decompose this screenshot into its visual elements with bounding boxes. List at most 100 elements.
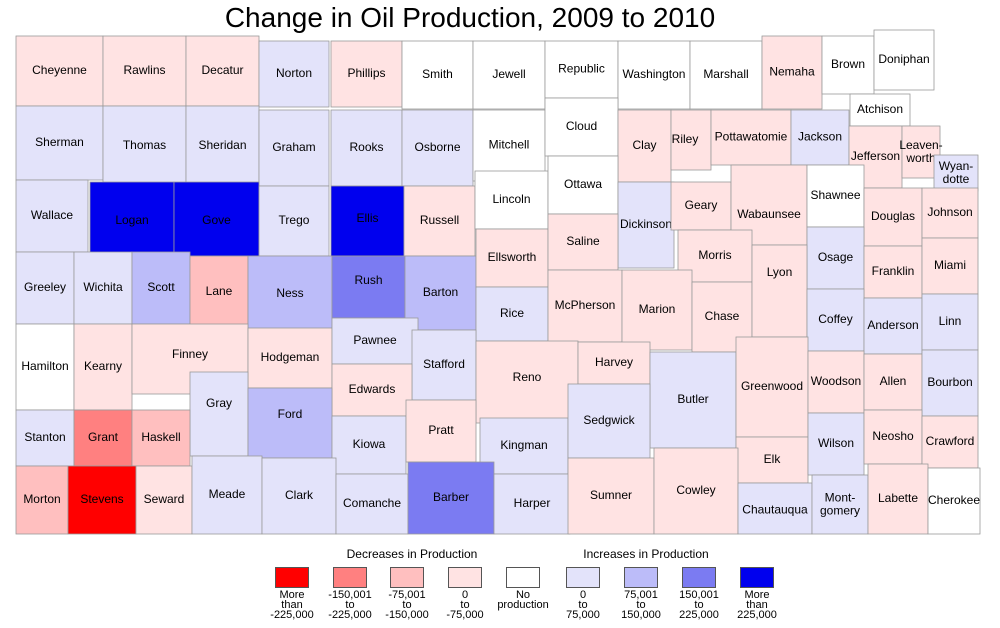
county-edwards: Edwards xyxy=(331,363,413,417)
county-shape xyxy=(735,436,809,484)
county-label: Haskell xyxy=(141,430,180,444)
county-shape xyxy=(472,40,546,110)
legend-swatch-inc-150-225k xyxy=(682,567,716,588)
county-trego: Trego xyxy=(258,185,330,257)
county-label: Edwards xyxy=(349,382,396,396)
county-label: Finney xyxy=(172,347,208,361)
county-shape xyxy=(331,255,406,319)
county-shape xyxy=(567,457,655,535)
county-label: Riley xyxy=(672,132,699,146)
legend-label-dec-150-225k: -150,001 to -225,000 xyxy=(328,589,372,621)
county-osage: Osage xyxy=(806,226,865,290)
county-rush: Rush xyxy=(331,255,406,319)
county-label: Wallace xyxy=(31,208,74,222)
county-shape xyxy=(407,461,495,535)
county-shape xyxy=(863,409,923,465)
county-mitchell: Mitchell xyxy=(472,109,546,182)
county-label: Greeley xyxy=(24,280,66,294)
county-shape xyxy=(258,185,330,257)
county-label: Greenwood xyxy=(741,379,803,393)
county-shape xyxy=(863,353,923,411)
county-shape xyxy=(403,185,476,257)
county-shape xyxy=(131,251,191,325)
county-label: Clay xyxy=(632,138,656,152)
county-label: Rice xyxy=(500,306,524,320)
county-shape xyxy=(807,350,865,414)
county-shape xyxy=(921,237,979,295)
county-label: Saline xyxy=(566,234,600,248)
legend-label-inc-150-225k: 150,001 to 225,000 xyxy=(679,589,719,621)
county-label: Lincoln xyxy=(492,192,530,206)
county-jackson: Jackson xyxy=(790,109,850,166)
legend-swatch-none xyxy=(506,567,540,588)
county-label: Cloud xyxy=(566,119,597,133)
county-label: Coffey xyxy=(818,312,852,326)
county-ellsworth: Ellsworth xyxy=(475,228,549,288)
county-jewell: Jewell xyxy=(472,40,546,110)
county-shape xyxy=(863,297,923,355)
county-shape xyxy=(751,244,808,338)
county-shape xyxy=(873,29,935,91)
county-wichita: Wichita xyxy=(73,251,133,325)
county-shape xyxy=(544,40,619,99)
county-shape xyxy=(493,473,571,535)
county-allen: Allen xyxy=(863,353,923,411)
county-label: Scott xyxy=(147,280,175,294)
county-label: Harvey xyxy=(595,355,633,369)
county-leaven-worth: Leaven-worth xyxy=(899,125,943,179)
county-shape xyxy=(73,409,133,467)
county-seward: Seward xyxy=(135,465,193,535)
county-shape xyxy=(547,269,623,343)
county-lyon: Lyon xyxy=(751,244,808,338)
county-bourbon: Bourbon xyxy=(921,349,979,417)
county-label: Ellsworth xyxy=(488,250,537,264)
county-shape xyxy=(330,185,405,257)
county-reno: Reno xyxy=(475,340,579,424)
county-clay: Clay xyxy=(617,109,672,183)
county-shape xyxy=(404,255,477,331)
county-shawnee: Shawnee xyxy=(806,164,865,228)
county-franklin: Franklin xyxy=(863,245,923,299)
county-doniphan: Doniphan xyxy=(873,29,935,91)
legend-swatch-inc-75-150k xyxy=(624,567,658,588)
county-shape xyxy=(189,371,249,457)
county-label: Decatur xyxy=(201,63,243,77)
legend-label-none: No production xyxy=(497,589,549,611)
county-ford: Ford xyxy=(247,387,333,459)
county-shape xyxy=(401,40,474,110)
county-label: Sedgwick xyxy=(583,413,635,427)
county-label: Woodson xyxy=(811,374,861,388)
county-label: McPherson xyxy=(555,298,616,312)
county-logan: Logan xyxy=(89,181,175,257)
county-shape xyxy=(710,109,792,166)
county-label: Anderson xyxy=(867,318,918,332)
county-label: Hodgeman xyxy=(261,350,320,364)
county-douglas: Douglas xyxy=(863,187,923,247)
county-shape xyxy=(401,109,474,187)
county-riley: Riley xyxy=(670,109,712,171)
county-wallace: Wallace xyxy=(15,179,89,253)
county-label: Cheyenne xyxy=(32,63,87,77)
legend-swatch-inc-gt225k xyxy=(740,567,774,588)
county-label: Thomas xyxy=(123,138,166,152)
county-label: Cherokee xyxy=(928,493,980,507)
county-label: Reno xyxy=(513,370,542,384)
county-label: Stevens xyxy=(80,492,123,506)
county-shape xyxy=(102,105,187,187)
county-kearny: Kearny xyxy=(73,323,133,411)
county-shape xyxy=(737,482,813,535)
county-label: Nemaha xyxy=(769,65,815,79)
county-pratt: Pratt xyxy=(405,399,477,463)
county-linn: Linn xyxy=(921,293,979,351)
county-shape xyxy=(102,35,187,107)
county-shape xyxy=(331,415,407,475)
county-graham: Graham xyxy=(258,109,330,187)
county-label: Logan xyxy=(115,213,148,227)
county-label: Miami xyxy=(934,258,966,272)
county-shape xyxy=(821,35,875,95)
county-grant: Grant xyxy=(73,409,133,467)
county-label: Osborne xyxy=(414,140,460,154)
county-smith: Smith xyxy=(401,40,474,110)
county-shape xyxy=(790,109,850,166)
county-label: Allen xyxy=(880,374,907,388)
